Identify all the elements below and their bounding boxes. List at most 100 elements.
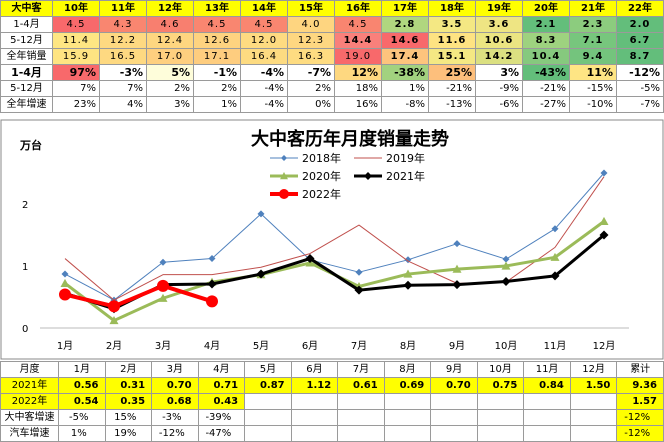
table-row: 全年增速 23% 4% 3% 1% -4% 0% 16% -8% -13% -6% -27% -10% -… — [0, 96, 664, 113]
x-tick-label: 6月 — [302, 340, 318, 352]
table-cell: 10.6 — [475, 32, 523, 49]
table-row: 2022年 0.54 0.35 0.68 0.43 1.57 — [0, 393, 664, 410]
table-cell: 12.6 — [193, 32, 241, 49]
table-row: 2021年 0.56 0.31 0.70 0.71 0.87 1.12 0.61 0.69 0.7… — [0, 377, 664, 394]
table-corner-label: 大中客 — [0, 0, 53, 17]
table-cell — [290, 393, 339, 410]
table-cell: 5% — [146, 64, 194, 81]
row-label: 5-12月 — [0, 32, 53, 49]
table-cell: -4% — [240, 96, 288, 113]
table-cell: 2% — [287, 80, 335, 97]
table-cell: 15.1 — [428, 48, 476, 65]
table-cell — [337, 393, 385, 410]
data-point-marker — [159, 258, 167, 266]
year-header: 11年 — [99, 0, 147, 17]
month-header: 2月 — [104, 361, 153, 378]
month-header: 5月 — [244, 361, 292, 378]
x-tick-label: 10月 — [495, 340, 518, 352]
table-cell: -5% — [58, 409, 106, 426]
table-cell — [476, 425, 525, 442]
table-cell: 0.61 — [337, 377, 385, 394]
table-cell: 14.6 — [381, 32, 429, 49]
x-tick-label: 12月 — [593, 340, 616, 352]
data-point-marker — [281, 155, 287, 161]
table-cell: -12% — [151, 425, 199, 442]
month-header: 12月 — [569, 361, 618, 378]
x-tick-label: 1月 — [57, 340, 73, 352]
table-cell — [337, 409, 385, 426]
table-cell: -10% — [569, 96, 617, 113]
month-header: 累计 — [616, 361, 664, 378]
table-cell: 0.56 — [58, 377, 106, 394]
data-point-marker — [158, 293, 168, 302]
table-cell: -15% — [569, 80, 617, 97]
series-line — [64, 172, 605, 301]
table-cell: 0.87 — [244, 377, 292, 394]
table-cell: 1% — [58, 425, 106, 442]
table-cell: 0.69 — [383, 377, 432, 394]
row-label: 全年增速 — [0, 96, 53, 113]
table-cell — [383, 393, 432, 410]
table-cell: 9.36 — [616, 377, 664, 394]
table-cell: 4.5 — [52, 16, 100, 33]
table-cell — [244, 425, 292, 442]
table-cell: 12.2 — [99, 32, 147, 49]
x-tick-label: 9月 — [449, 340, 465, 352]
data-point-marker — [280, 172, 288, 180]
table-cell: 2.8 — [381, 16, 429, 33]
monthly-sales-chart: 大中客历年月度销量走势 万台 0 1 2 1月 2月 3月 4月 5月 6月 7月 8月 9月 10月 11月… — [0, 119, 664, 360]
table-cell: 6.7 — [616, 32, 664, 49]
table-cell — [430, 393, 478, 410]
legend-label: 2018年 — [302, 151, 341, 165]
table-cell: 4.5 — [193, 16, 241, 33]
year-header: 17年 — [381, 0, 429, 17]
table-cell — [383, 409, 432, 426]
x-tick-label: 3月 — [155, 340, 171, 352]
table-row: 大中客增速 -5% 15% -3% -39% -12% — [0, 409, 664, 426]
table-cell — [569, 425, 618, 442]
table-cell: -5% — [616, 80, 664, 97]
table-cell: 0.71 — [197, 377, 246, 394]
data-point-marker — [452, 264, 462, 273]
data-point-marker — [61, 270, 69, 278]
row-label: 2021年 — [0, 377, 59, 394]
chart-title: 大中客历年月度销量走势 — [251, 128, 449, 150]
table-cell: 0.35 — [104, 393, 153, 410]
x-tick-label: 7月 — [351, 340, 367, 352]
series-line — [64, 283, 213, 309]
table-cell: 8.3 — [522, 32, 570, 49]
table-cell: 11.6 — [428, 32, 476, 49]
table-cell: -13% — [428, 96, 476, 113]
table-cell: -47% — [197, 425, 246, 442]
table-cell: 12.0 — [240, 32, 288, 49]
table-cell: 25% — [428, 64, 476, 81]
table-cell: 17.0 — [146, 48, 194, 65]
legend-label: 2021年 — [386, 169, 425, 183]
table-cell: 16.5 — [99, 48, 147, 65]
table-cell — [523, 425, 571, 442]
table-cell — [430, 409, 478, 426]
series-line — [64, 176, 605, 301]
row-label: 5-12月 — [0, 80, 53, 97]
table-cell: -9% — [475, 80, 523, 97]
table-cell — [383, 425, 432, 442]
year-header: 13年 — [193, 0, 241, 17]
table-cell: 4.5 — [240, 16, 288, 33]
bottom-table-header-row: 月度 1月 2月 3月 4月 5月 6月 7月 8月 9月 10月 11月 12月 累计 — [0, 361, 664, 378]
data-point-marker — [208, 255, 216, 263]
table-cell: 14.2 — [475, 48, 523, 65]
table-cell: 17.1 — [193, 48, 241, 65]
data-point-marker — [599, 216, 609, 225]
table-cell: 19% — [104, 425, 153, 442]
table-cell: 15.9 — [52, 48, 100, 65]
table-cell: 10.4 — [522, 48, 570, 65]
table-cell: 4.6 — [146, 16, 194, 33]
table-cell: 2.3 — [569, 16, 617, 33]
month-header: 11月 — [523, 361, 571, 378]
table-cell: -3% — [99, 64, 147, 81]
table-row: 1-4月 97% -3% 5% -1% -4% -7% 12% -38% 25% 3% -43% 11%… — [0, 64, 664, 81]
table-cell: 7% — [52, 80, 100, 97]
table-cell: 12.4 — [146, 32, 194, 49]
month-header: 1月 — [58, 361, 106, 378]
table-cell: -43% — [522, 64, 570, 81]
